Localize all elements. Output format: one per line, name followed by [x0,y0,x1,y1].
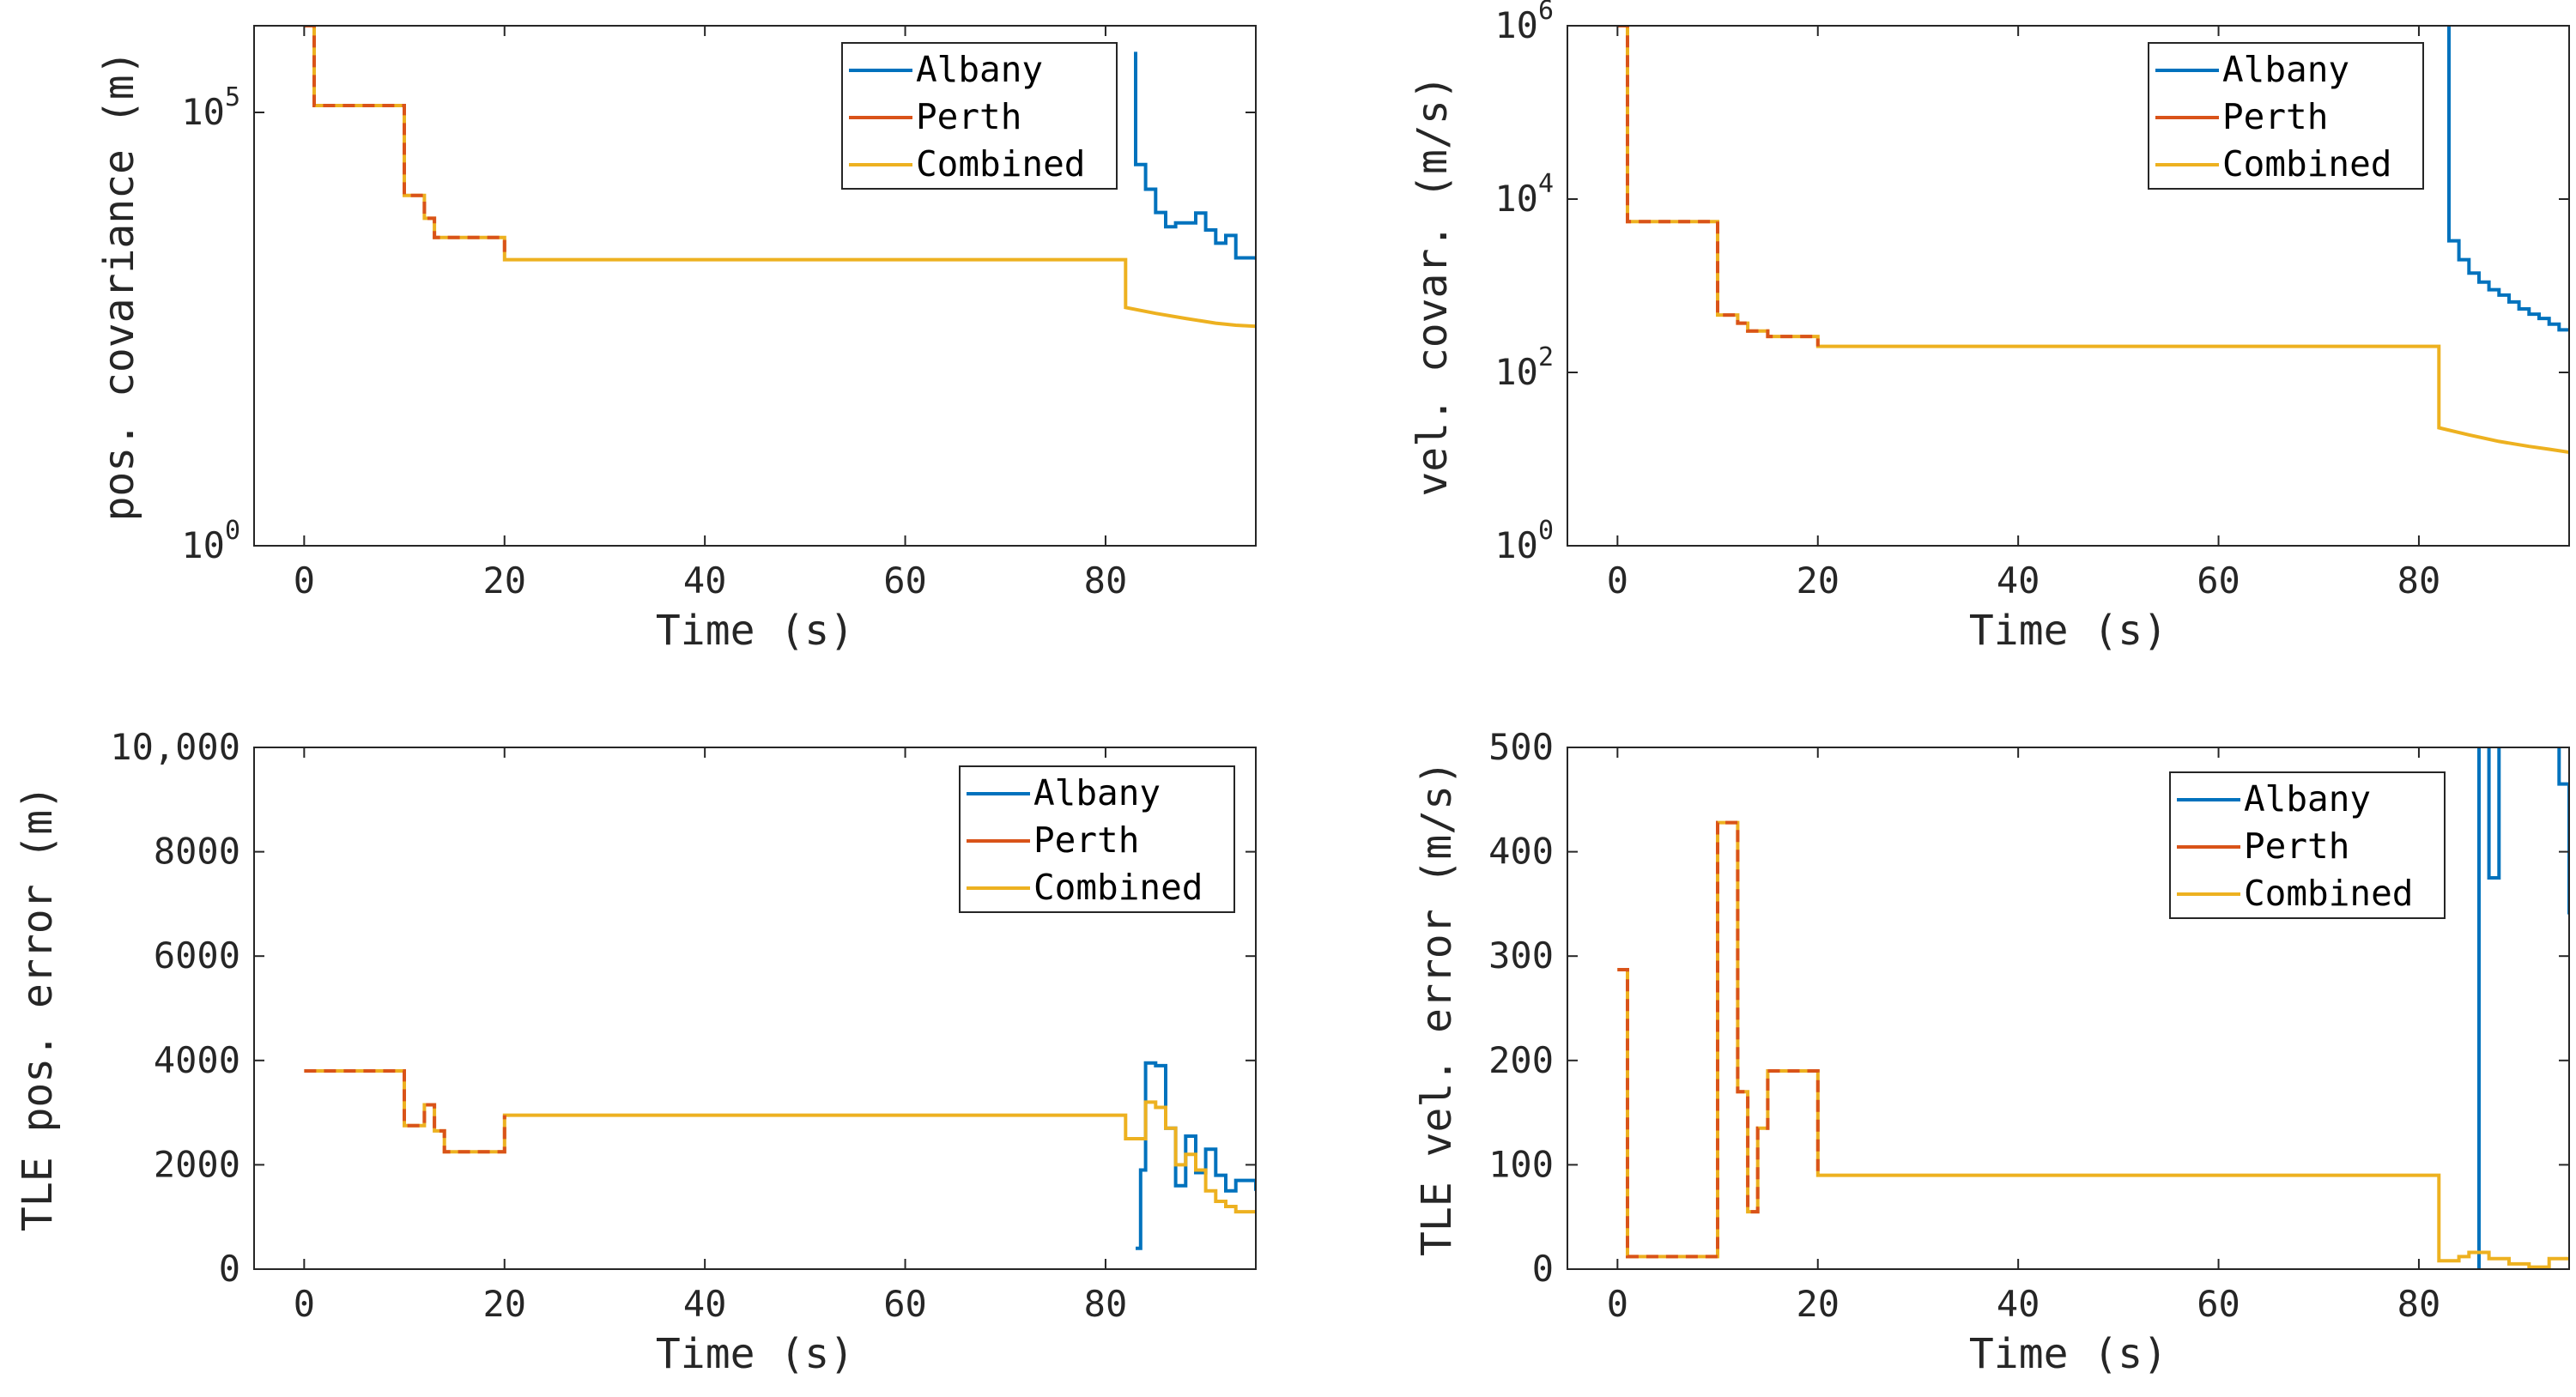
y-tick-label: 10,000 [110,726,240,768]
axes-frame [1567,25,2570,547]
legend-label-albany: Albany [2222,49,2349,90]
x-tick-label: 80 [2397,559,2441,602]
y-axis-label: vel. covar. (m/s) [1409,75,1457,496]
x-tick-label: 0 [294,1283,315,1325]
x-tick-label: 40 [1997,559,2040,602]
x-tick-label: 40 [1997,1283,2040,1325]
x-tick-label: 20 [1796,1283,1840,1325]
series-group [304,1061,1256,1250]
y-tick-label: 400 [1488,831,1554,873]
x-tick-label: 60 [883,1283,927,1325]
chart-2: 0 20 40 60 80 100 102 104 106 Time (s) vel. covar.… [1409,0,2570,655]
y-tick-label: 2000 [154,1143,240,1185]
legend-label-combined: Combined [2244,873,2413,914]
legend: Albany Perth Combined [2169,771,2446,919]
x-tick-label: 80 [1084,559,1128,602]
x-tick-label: 80 [1084,1283,1128,1325]
y-axis-label: pos. covariance (m) [95,50,143,521]
y-tick-label: 500 [1488,726,1554,768]
series-group [304,26,1256,329]
y-tick-label: 0 [219,1248,240,1290]
series-line-perth [304,1069,506,1154]
x-axis-label: Time (s) [656,607,854,655]
series-line-perth [1617,26,1820,347]
legend: Albany Perth Combined [959,765,1235,913]
y-axis-label: TLE pos. error (m) [14,785,62,1231]
y-axis-label: TLE vel. error (m/s) [1413,760,1461,1256]
x-tick-label: 20 [482,1283,526,1325]
y-tick-label: 100 [1494,516,1554,566]
series-line-albany [1134,51,1256,260]
legend-label-albany: Albany [916,49,1043,90]
legend-label-combined: Combined [1033,867,1203,908]
y-tick-label: 100 [1488,1143,1554,1185]
legend-label-combined: Combined [2222,143,2391,184]
x-tick-label: 0 [1607,1283,1628,1325]
series-line-albany [1136,1061,1256,1250]
y-tick-label: 4000 [154,1039,240,1081]
y-tick-label: 104 [1494,169,1554,220]
series-line-albany [2477,747,2569,1269]
x-tick-label: 0 [294,559,315,602]
y-tick-label: 105 [181,82,240,133]
y-tick-label: 8000 [154,831,240,873]
legend: Albany Perth Combined [841,42,1118,190]
axes-frame [1567,747,2570,1270]
x-tick-label: 60 [2197,559,2240,602]
chart-3: 0 20 40 60 80 0 2000 4000 6000 8000 10,000 Time (s)… [14,726,1257,1378]
x-tick-label: 80 [2397,1283,2441,1325]
legend: Albany Perth Combined [2148,42,2424,190]
y-tick-label: 106 [1494,0,1554,46]
chart-1: 0 20 40 60 80 100 105 Time (s) pos. covariance (… [95,25,1257,655]
x-tick-label: 40 [683,559,727,602]
y-tick-label: 300 [1488,934,1554,977]
x-axis-label: Time (s) [1969,1330,2167,1378]
x-tick-label: 60 [883,559,927,602]
axes-frame [253,25,1257,547]
axes-frame [253,747,1257,1270]
series-line-perth [1617,820,1820,1259]
legend-label-perth: Perth [1033,819,1139,861]
x-tick-label: 40 [683,1283,727,1325]
y-tick-label: 102 [1494,342,1554,393]
legend-label-albany: Albany [1033,772,1161,813]
x-axis-label: Time (s) [656,1330,854,1378]
y-tick-label: 200 [1488,1039,1554,1081]
x-axis-label: Time (s) [1969,607,2167,655]
x-tick-label: 60 [2197,1283,2240,1325]
x-tick-label: 0 [1607,559,1628,602]
legend-label-albany: Albany [2244,778,2371,819]
legend-label-perth: Perth [916,96,1021,137]
series-group [1617,26,2569,454]
x-tick-label: 20 [1796,559,1840,602]
x-tick-label: 20 [482,559,526,602]
series-group [1617,747,2569,1269]
y-tick-label: 100 [181,516,240,566]
chart-4: 0 20 40 60 80 0 100 200 300 400 500 Time (s) TLE vel… [1413,726,2570,1378]
legend-label-perth: Perth [2222,96,2328,137]
legend-label-perth: Perth [2244,826,2349,867]
series-line-albany [2447,26,2569,332]
y-tick-label: 0 [1532,1248,1554,1290]
legend-label-combined: Combined [916,143,1085,184]
y-tick-label: 6000 [154,934,240,977]
series-line-perth [304,26,506,260]
